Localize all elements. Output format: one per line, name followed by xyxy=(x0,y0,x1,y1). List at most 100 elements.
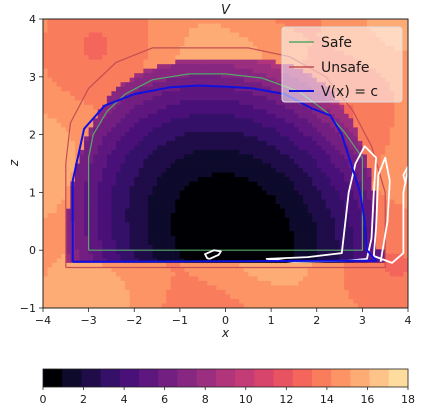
heatmap-cell xyxy=(43,177,49,183)
heatmap-cell xyxy=(175,168,181,174)
heatmap-cell xyxy=(376,136,382,142)
heatmap-cell xyxy=(129,222,135,228)
heatmap-cell xyxy=(303,226,309,232)
heatmap-cell xyxy=(202,213,208,219)
heatmap-cell xyxy=(344,104,350,110)
heatmap-cell xyxy=(179,55,186,61)
heatmap-cell xyxy=(220,267,227,273)
heatmap-cell xyxy=(316,23,322,29)
heatmap-cell xyxy=(266,253,272,259)
heatmap-cell xyxy=(252,289,259,296)
heatmap-cell xyxy=(330,271,336,277)
heatmap-cell xyxy=(216,204,222,210)
heatmap-cell xyxy=(211,190,217,196)
heatmap-cell xyxy=(147,41,154,47)
heatmap-cell xyxy=(170,280,176,287)
heatmap-cell xyxy=(257,100,263,106)
heatmap-cell xyxy=(143,199,149,205)
heatmap-cell xyxy=(79,50,85,56)
heatmap-cell xyxy=(84,149,90,156)
heatmap-cell xyxy=(111,154,117,160)
heatmap-cell xyxy=(88,32,94,38)
heatmap-cell xyxy=(65,186,71,192)
heatmap-cell xyxy=(166,204,172,210)
heatmap-cell xyxy=(74,294,81,300)
heatmap-cell xyxy=(147,73,154,79)
heatmap-cell xyxy=(284,140,290,147)
heatmap-cell xyxy=(330,253,336,259)
heatmap-cell xyxy=(93,145,99,151)
heatmap-cell xyxy=(271,64,277,70)
heatmap-cell xyxy=(211,267,217,273)
heatmap-cell xyxy=(284,262,290,268)
heatmap-cell xyxy=(348,204,354,210)
heatmap-cell xyxy=(65,158,71,165)
heatmap-cell xyxy=(348,222,354,228)
heatmap-cell xyxy=(88,82,94,88)
heatmap-cell xyxy=(239,118,245,124)
heatmap-cell xyxy=(143,104,149,110)
heatmap-cell xyxy=(65,249,71,255)
heatmap-cell xyxy=(120,23,126,29)
heatmap-cell xyxy=(243,59,249,65)
heatmap-cell xyxy=(97,217,103,223)
heatmap-cell xyxy=(52,136,58,142)
heatmap-cell xyxy=(198,195,204,201)
heatmap-cell xyxy=(189,181,195,187)
heatmap-cell xyxy=(106,122,113,128)
heatmap-cell xyxy=(225,222,231,228)
chart-title: V xyxy=(221,3,231,18)
heatmap-cell xyxy=(84,118,90,124)
heatmap-cell xyxy=(70,168,76,174)
heatmap-cell xyxy=(275,64,281,70)
heatmap-cell xyxy=(120,217,126,223)
heatmap-cell xyxy=(161,64,167,70)
heatmap-cell xyxy=(380,177,386,183)
heatmap-cell xyxy=(52,55,58,61)
heatmap-cell xyxy=(216,41,222,47)
heatmap-cell xyxy=(111,294,117,300)
heatmap-cell xyxy=(116,55,122,61)
heatmap-cell xyxy=(230,28,236,34)
heatmap-cell xyxy=(225,168,231,174)
heatmap-cell xyxy=(385,226,391,232)
heatmap-cell xyxy=(330,154,336,160)
heatmap-cell xyxy=(170,226,176,232)
heatmap-cell xyxy=(275,100,281,106)
heatmap-cell xyxy=(248,267,254,273)
heatmap-cell xyxy=(106,91,113,97)
heatmap-cell xyxy=(84,226,90,232)
heatmap-cell xyxy=(47,217,53,223)
heatmap-cell xyxy=(371,235,377,241)
heatmap-cell xyxy=(129,77,135,83)
heatmap-cell xyxy=(152,46,158,52)
heatmap-cell xyxy=(248,68,254,74)
heatmap-cell xyxy=(303,240,309,246)
heatmap-cell xyxy=(353,240,359,246)
heatmap-cell xyxy=(84,100,90,106)
heatmap-cell xyxy=(74,262,81,268)
heatmap-cell xyxy=(111,109,117,115)
heatmap-cell xyxy=(275,298,281,305)
heatmap-cell xyxy=(97,140,103,147)
heatmap-cell xyxy=(116,127,122,133)
heatmap-cell xyxy=(257,68,263,74)
heatmap-cell xyxy=(252,253,259,259)
heatmap-cell xyxy=(298,154,304,160)
heatmap-cell xyxy=(252,59,259,65)
heatmap-cell xyxy=(234,231,240,237)
heatmap-cell xyxy=(394,204,400,210)
heatmap-cell xyxy=(220,46,227,52)
heatmap-cell xyxy=(271,190,277,196)
heatmap-cell xyxy=(293,298,300,305)
heatmap-cell xyxy=(266,145,272,151)
heatmap-cell xyxy=(147,154,154,160)
heatmap-cell xyxy=(43,235,49,241)
heatmap-cell xyxy=(129,32,135,38)
heatmap-cell xyxy=(202,28,208,34)
heatmap-cell xyxy=(385,190,391,196)
heatmap-cell xyxy=(74,23,81,29)
heatmap-cell xyxy=(88,235,94,241)
heatmap-cell xyxy=(116,186,122,192)
heatmap-cell xyxy=(120,168,126,174)
